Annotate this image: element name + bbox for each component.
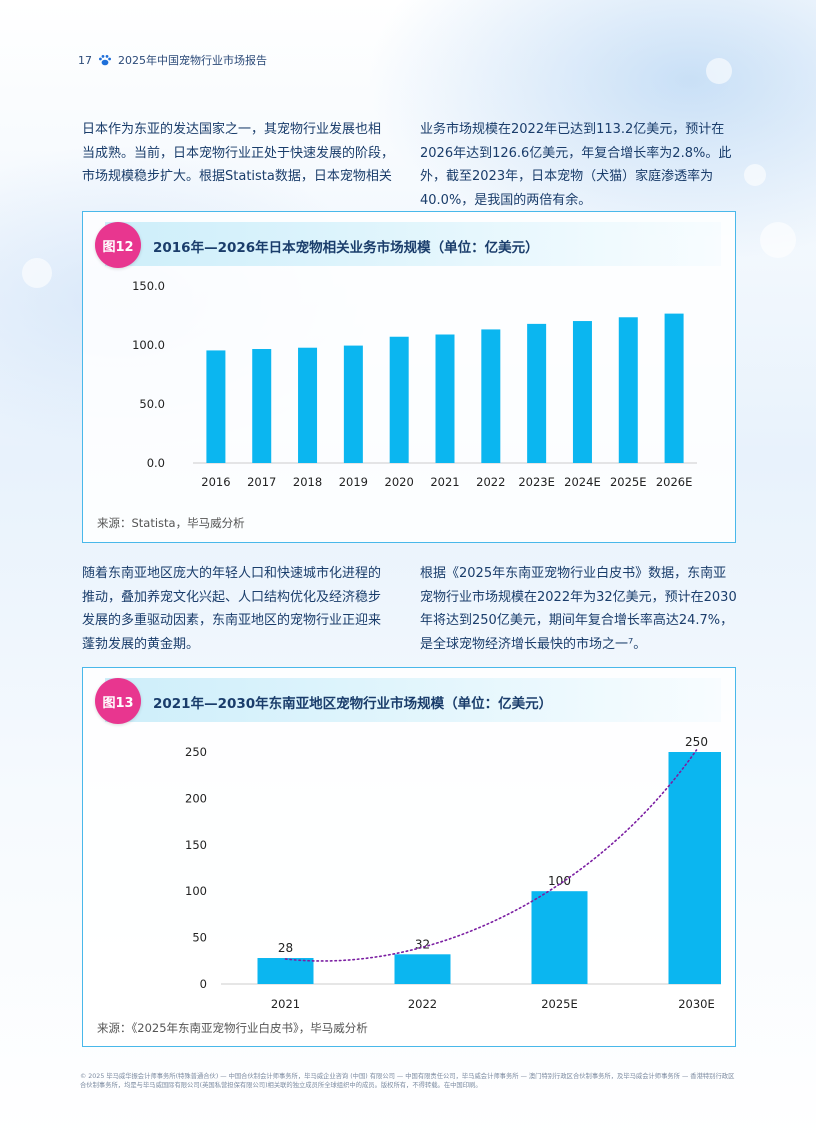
decorative-bokeh — [744, 164, 766, 186]
x-tick-label: 2017 — [247, 475, 276, 489]
y-tick-label: 100 — [185, 884, 207, 898]
bar-2025E — [531, 891, 588, 984]
x-tick-label: 2019 — [339, 475, 368, 489]
intro-left-paragraph: 日本作为东亚的发达国家之一，其宠物行业发展也相 当成熟。当前，日本宠物行业正处于… — [82, 122, 395, 184]
bar-2017 — [252, 349, 272, 463]
y-tick-label: 250 — [185, 745, 207, 759]
x-tick-label: 2025E — [541, 997, 578, 1011]
figure-title-bar — [105, 222, 721, 266]
chart-japan-market: 0.0 50.0 100.0 150.0 2016 2017 2018 2019 2020 202… — [132, 279, 697, 489]
x-tick-label: 2016 — [201, 475, 230, 489]
bar-2016 — [206, 350, 226, 463]
chart-sea-market: 0 50 100 150 200 250 2021 28 2022 32 2025E 100 2030E… — [185, 735, 721, 1011]
figure-12-panel: 图12 2016年—2026年日本宠物相关业务市场规模（单位：亿美元） 0.0 5… — [82, 211, 736, 543]
trendline — [284, 749, 698, 962]
figure-title-bar — [105, 678, 721, 722]
intro-right-paragraph: 业务市场规模在2022年已达到113.2亿美元，预计在 2026年达到126.6… — [420, 122, 732, 208]
figure-source: 来源：《2025年东南亚宠物行业白皮书》，毕马威分析 — [97, 1021, 368, 1035]
y-tick-label: 150.0 — [132, 279, 165, 293]
data-label: 32 — [415, 937, 430, 951]
x-tick-label: 2025E — [610, 475, 647, 489]
paw-icon — [99, 55, 111, 66]
x-tick-label: 2026E — [656, 475, 693, 489]
bar-2022 — [394, 954, 451, 984]
bar-2021 — [257, 958, 314, 984]
figure-title: 2016年—2026年日本宠物相关业务市场规模（单位：亿美元） — [153, 240, 539, 256]
y-tick-label: 0 — [200, 977, 207, 991]
x-tick-label: 2023E — [518, 475, 555, 489]
y-tick-label: 50 — [192, 931, 207, 945]
x-tick-label: 2021 — [430, 475, 459, 489]
figure-13-panel: 图13 2021年—2030年东南亚地区宠物行业市场规模（单位：亿美元） 0 50… — [82, 667, 736, 1047]
x-tick-label: 2022 — [408, 997, 437, 1011]
report-title: 2025年中国宠物行业市场报告 — [118, 54, 267, 67]
figure-title: 2021年—2030年东南亚地区宠物行业市场规模（单位：亿美元） — [153, 696, 553, 712]
bar-2023E — [527, 323, 547, 463]
legal-footer: © 2025 毕马威华振会计师事务所(特殊普通合伙) — 中国合伙制会计师事务所… — [80, 1073, 735, 1089]
x-tick-label: 2021 — [271, 997, 300, 1011]
page-number: 17 — [78, 53, 92, 67]
y-tick-label: 200 — [185, 791, 207, 805]
y-tick-label: 50.0 — [139, 397, 165, 411]
bar-2018 — [298, 347, 318, 463]
x-tick-label: 2018 — [293, 475, 322, 489]
y-tick-label: 0.0 — [147, 456, 165, 470]
y-tick-label: 100.0 — [132, 338, 165, 352]
figure-source: 来源：Statista，毕马威分析 — [97, 516, 245, 530]
bar-2020 — [389, 336, 409, 463]
bar-2019 — [343, 345, 363, 463]
page-header: 17 2025年中国宠物行业市场报告 — [78, 52, 267, 68]
figure-badge: 图12 — [95, 222, 141, 268]
bar-2030E — [668, 752, 721, 984]
data-label: 250 — [685, 735, 708, 749]
x-tick-label: 2020 — [385, 475, 414, 489]
bar-2026E — [664, 313, 684, 463]
mid-right-paragraph: 根据《2025年东南亚宠物行业白皮书》数据，东南亚 宠物行业市场规模在2022年… — [420, 566, 737, 652]
x-tick-label: 2024E — [564, 475, 601, 489]
decorative-bokeh — [706, 58, 732, 84]
data-label: 100 — [548, 874, 571, 888]
y-tick-label: 150 — [185, 838, 207, 852]
bar-2022 — [481, 329, 501, 463]
bar-2024E — [572, 321, 592, 463]
figure-badge: 图13 — [95, 678, 141, 724]
bar-2021 — [435, 334, 455, 463]
bar-2025E — [618, 317, 638, 463]
data-label: 28 — [278, 941, 293, 955]
decorative-bokeh — [22, 258, 52, 288]
x-tick-label: 2022 — [476, 475, 505, 489]
x-tick-label: 2030E — [678, 997, 715, 1011]
mid-left-paragraph: 随着东南亚地区庞大的年轻人口和快速城市化进程的 推动，叠加养宠文化兴起、人口结构… — [82, 566, 382, 652]
decorative-bokeh — [760, 222, 796, 258]
